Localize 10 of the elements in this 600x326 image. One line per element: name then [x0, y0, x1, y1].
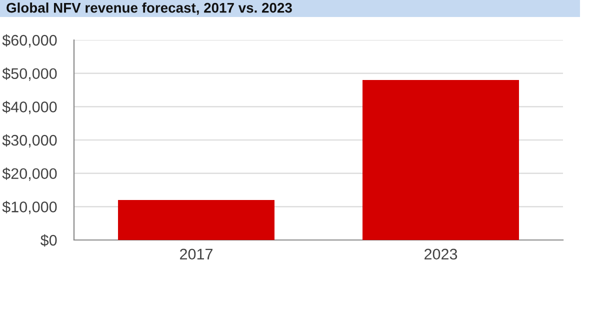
y-tick-label: $10,000 [2, 200, 57, 214]
y-tick-label: $0 [40, 234, 57, 247]
y-tick-label: $20,000 [2, 168, 57, 181]
y-tick-label: $50,000 [2, 68, 57, 81]
y-tick-label: $60,000 [2, 34, 57, 48]
y-tick-label: $40,000 [2, 100, 57, 114]
x-tick-label: 2023 [424, 248, 458, 260]
chart-title: Global NFV revenue forecast, 2017 vs. 2023 [6, 2, 292, 15]
y-tick-label: $30,000 [2, 134, 57, 148]
x-tick-label: 2017 [180, 248, 212, 260]
